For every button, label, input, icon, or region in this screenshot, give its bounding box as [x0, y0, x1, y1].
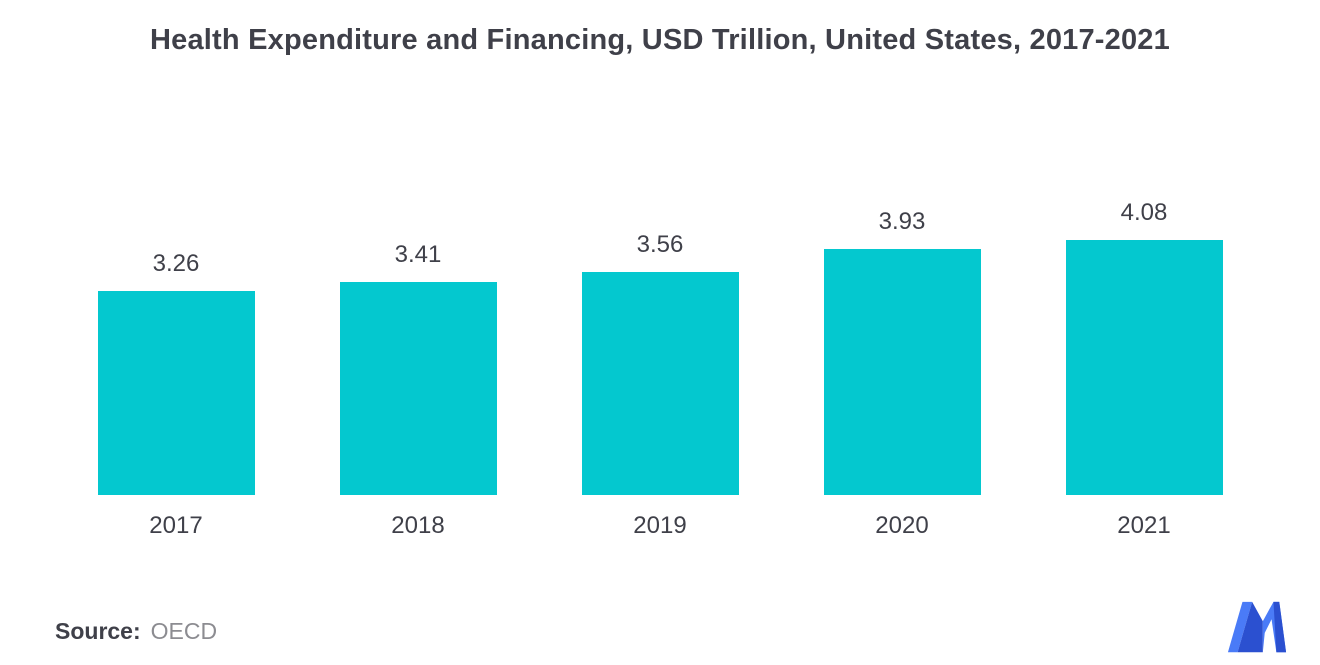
bar	[1065, 240, 1223, 495]
x-axis-label: 2018	[391, 512, 445, 539]
bar-value-label: 3.26	[152, 250, 200, 277]
bar-value-label: 3.56	[636, 231, 684, 258]
bar-value-label: 3.93	[878, 208, 926, 235]
bar	[339, 282, 497, 495]
bar-value-label: 3.41	[394, 241, 442, 268]
bar-slot: 3.26 2017	[55, 250, 297, 539]
bar	[823, 249, 981, 495]
bar	[97, 291, 255, 495]
bar	[581, 272, 739, 495]
x-axis-label: 2020	[875, 512, 929, 539]
mordor-intelligence-logo-icon	[1227, 601, 1287, 653]
source-value: OECD	[150, 618, 218, 644]
x-axis-label: 2021	[1117, 512, 1171, 539]
source-row: Source: OECD	[55, 618, 217, 645]
bar-slot: 3.41 2018	[297, 241, 539, 539]
source-label: Source:	[55, 618, 141, 644]
bar-slot: 4.08 2021	[1023, 199, 1265, 539]
chart-title: Health Expenditure and Financing, USD Tr…	[150, 24, 1170, 56]
bar-chart: 3.26 2017 3.41 2018 3.56 2019 3.93 2020 4.08 2021	[55, 199, 1265, 539]
bar-slot: 3.56 2019	[539, 231, 781, 539]
bar-value-label: 4.08	[1120, 199, 1168, 226]
x-axis-label: 2019	[633, 512, 687, 539]
x-axis-label: 2017	[149, 512, 203, 539]
bar-slot: 3.93 2020	[781, 208, 1023, 539]
